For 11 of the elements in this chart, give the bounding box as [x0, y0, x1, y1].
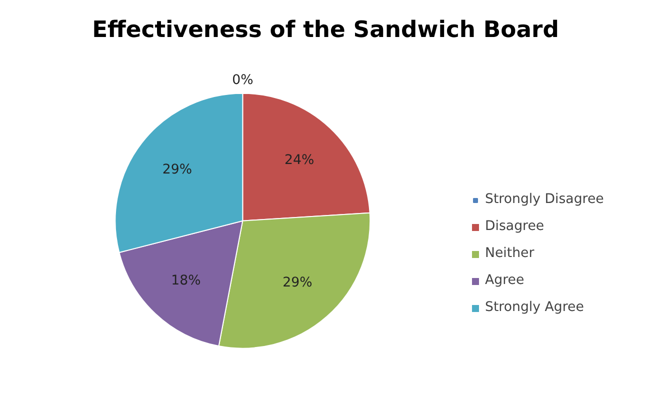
- text: 0%: [232, 73, 254, 88]
- legend-label: Strongly Disagree: [485, 192, 604, 207]
- legend-label: Strongly Agree: [485, 300, 584, 315]
- legend-label: Disagree: [485, 219, 544, 234]
- data-label: 18%: [171, 274, 201, 289]
- data-label: 29%: [282, 275, 312, 290]
- chart-title: Effectiveness of the Sandwich Board: [92, 16, 559, 43]
- data-label: 29%: [162, 162, 192, 178]
- legend-label: Neither: [485, 246, 534, 261]
- legend-label: Agree: [485, 273, 524, 288]
- data-label: 24%: [284, 152, 314, 168]
